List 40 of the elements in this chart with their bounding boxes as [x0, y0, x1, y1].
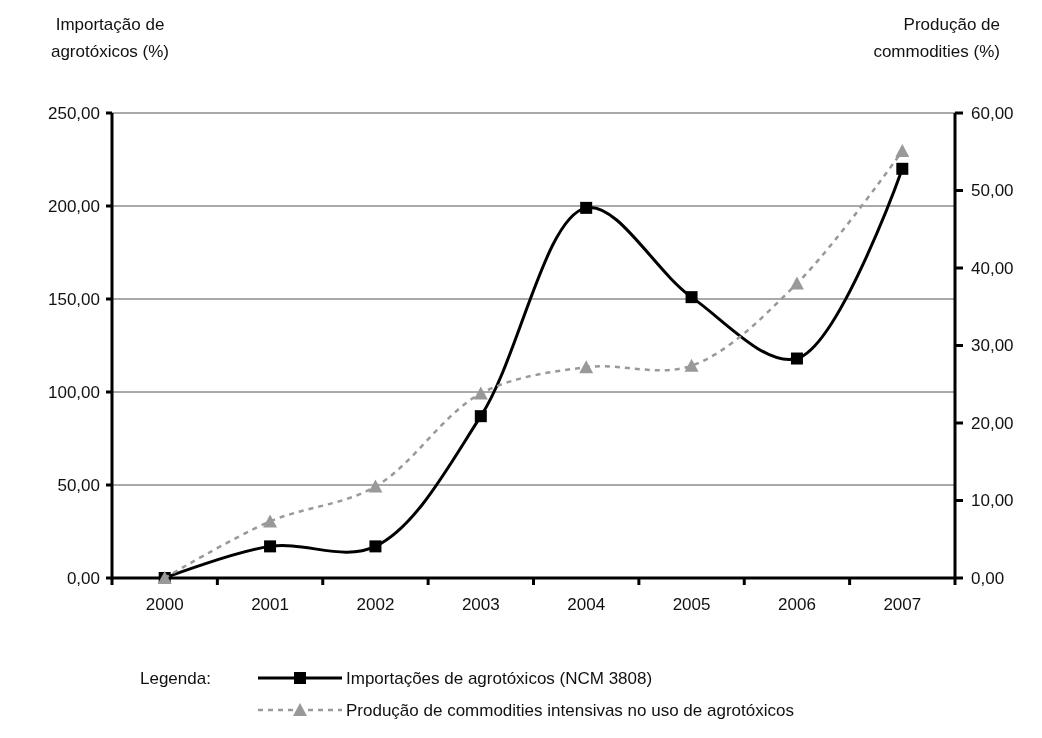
y-tick-label: 50,00	[57, 475, 100, 495]
y2-tick-label: 40,00	[971, 258, 1014, 278]
x-tick-label: 2004	[567, 595, 606, 614]
x-tick-label: 2006	[778, 595, 816, 614]
point	[474, 410, 487, 423]
y-tick-label: 250,00	[48, 103, 100, 123]
x-tick-label: 2000	[145, 595, 184, 614]
y-tick-label: 100,00	[48, 382, 100, 402]
point	[264, 540, 277, 553]
legend-title: Legenda:	[140, 669, 211, 688]
y2-tick-label: 60,00	[971, 103, 1014, 123]
point	[896, 162, 909, 175]
x-tick-label: 2003	[461, 595, 500, 614]
point	[685, 291, 698, 304]
point	[580, 201, 593, 214]
point	[263, 514, 278, 528]
legend-label: Produção de commodities intensivas no uso de agrotóxicos	[346, 700, 794, 720]
x-tick-label: 2002	[356, 595, 395, 614]
y-tick-label: 0,00	[66, 568, 100, 588]
y2-tick-label: 50,00	[971, 181, 1014, 201]
x-tick-label: 2001	[251, 595, 289, 614]
y-tick-label: 150,00	[48, 289, 100, 309]
y2-tick-label: 20,00	[971, 413, 1014, 433]
point	[473, 386, 488, 400]
point	[789, 276, 804, 290]
x-tick-label: 2005	[672, 595, 711, 614]
y2-axis-title: Produção de commodities (%)	[873, 15, 1000, 61]
x-tick-label: 2007	[883, 595, 922, 614]
y2-tick-label: 10,00	[971, 491, 1014, 511]
legend-label: Importações de agrotóxicos (NCM 3808)	[346, 668, 653, 688]
point	[369, 540, 382, 553]
y-axis-title: Importação de agrotóxicos (%)	[50, 15, 170, 61]
y-tick-label: 200,00	[48, 196, 100, 216]
y2-tick-label: 30,00	[971, 336, 1014, 356]
point	[368, 479, 383, 493]
point	[579, 360, 594, 374]
point	[684, 358, 699, 372]
point	[790, 352, 803, 365]
y2-tick-label: 0,00	[971, 568, 1005, 588]
point	[895, 143, 910, 157]
